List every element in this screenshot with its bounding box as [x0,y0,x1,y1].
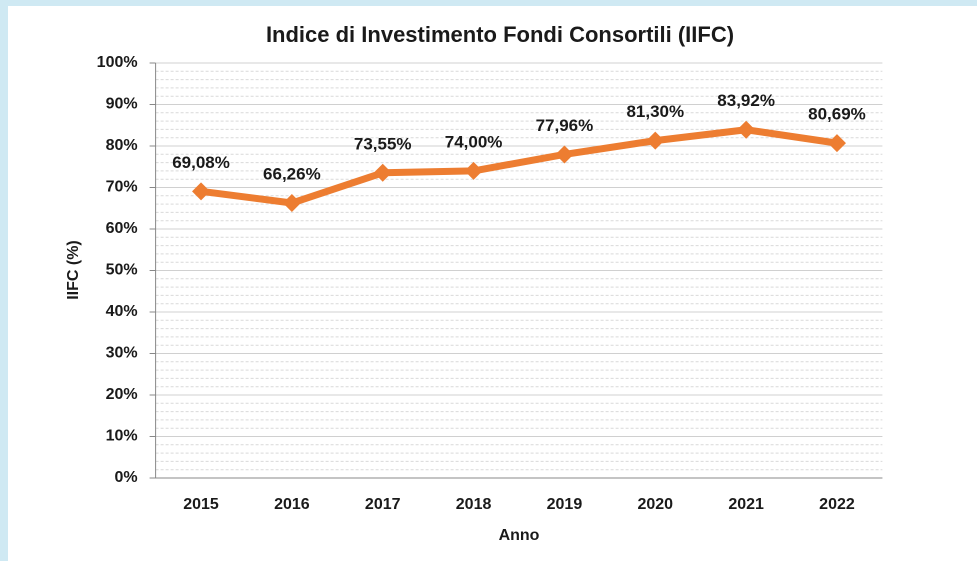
x-tick-label: 2021 [728,496,764,513]
data-point [192,182,211,201]
y-tick-label: 50% [106,262,138,279]
chart-background [8,6,977,561]
x-tick-label: 2015 [183,496,219,513]
data-point [282,194,301,213]
data-point [827,134,846,153]
data-label: 74,00% [445,132,503,151]
data-label: 80,69% [808,105,866,124]
y-tick-label: 40% [106,303,138,320]
x-tick-label: 2016 [274,496,310,513]
data-label: 66,26% [263,165,321,184]
data-point [464,161,483,180]
y-tick-label: 0% [114,469,137,486]
y-tick-label: 80% [106,137,138,154]
data-line [200,126,838,207]
x-tick-label: 2017 [365,496,401,513]
y-tick-label: 90% [106,96,138,113]
y-tick-label: 100% [97,54,138,71]
data-label: 83,92% [717,91,775,110]
chart-title: Indice di Investimento Fondi Consortili … [266,22,734,47]
data-point [646,131,665,150]
y-tick-label: 20% [106,386,138,403]
y-tick-label: 60% [106,220,138,237]
data-label: 77,96% [536,116,594,135]
x-tick-label: 2020 [637,496,673,513]
data-point [555,145,574,164]
data-point [737,120,756,139]
y-tick-label: 30% [106,345,138,362]
y-tick-label: 10% [106,428,138,445]
x-tick-label: 2022 [819,496,855,513]
data-label: 81,30% [626,102,684,121]
y-axis-label: IIFC (%) [65,240,82,300]
x-tick-label: 2019 [547,496,583,513]
data-point [373,163,392,182]
x-tick-label: 2018 [456,496,492,513]
data-label: 69,08% [172,153,230,172]
x-axis-label: Anno [499,527,540,544]
data-label: 73,55% [354,134,412,153]
y-tick-label: 70% [106,179,138,196]
